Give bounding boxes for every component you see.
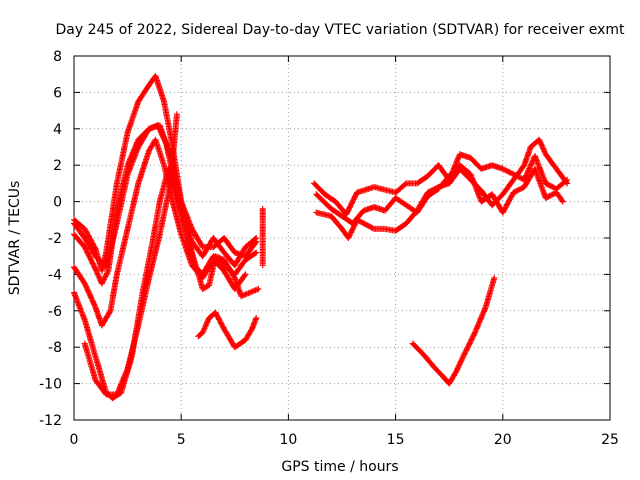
x-axis-label: GPS time / hours: [281, 459, 398, 475]
series-track-6: [81, 111, 180, 398]
series-track-3: [71, 122, 260, 271]
marker-trail: [71, 122, 260, 271]
marker-trail: [195, 309, 260, 351]
series-track-1: [71, 73, 260, 274]
x-tick-label: 15: [387, 432, 405, 448]
y-tick-label: -12: [39, 413, 62, 429]
y-tick-label: -8: [48, 340, 62, 356]
x-tick-label: 10: [279, 432, 297, 448]
y-tick-label: -6: [48, 304, 62, 320]
y-tick-label: -10: [39, 377, 62, 393]
series-track-7: [195, 309, 260, 351]
series-track-11: [313, 136, 571, 241]
marker-trail: [71, 73, 260, 274]
y-tick-label: -2: [48, 231, 62, 247]
marker-trail: [259, 205, 266, 269]
data-markers: [71, 73, 571, 402]
marker-trail: [409, 275, 498, 387]
marker-trail: [81, 111, 180, 398]
series-track-12: [409, 275, 498, 387]
marker-trail: [311, 151, 571, 218]
series-track-9: [311, 151, 571, 218]
chart-title: Day 245 of 2022, Sidereal Day-to-day VTE…: [56, 22, 626, 38]
marker-trail: [313, 136, 571, 241]
y-tick-label: -4: [48, 267, 62, 283]
grid: [74, 56, 610, 420]
y-tick-label: 6: [53, 85, 62, 101]
y-axis-label: SDTVAR / TECUs: [7, 181, 23, 296]
x-tick-label: 5: [177, 432, 186, 448]
x-tick-label: 25: [601, 432, 619, 448]
y-tick-label: 2: [53, 158, 62, 174]
y-tick-label: 8: [53, 49, 62, 65]
axis-ticks: 0 5 10 15 20 25 -12 -10 -8 -6 -4 -2 0 2 4 6 8: [39, 49, 619, 448]
y-tick-label: 4: [53, 122, 62, 138]
y-tick-label: 0: [53, 195, 62, 211]
x-tick-label: 0: [70, 432, 79, 448]
x-tick-label: 20: [494, 432, 512, 448]
series-track-8: [259, 205, 266, 269]
